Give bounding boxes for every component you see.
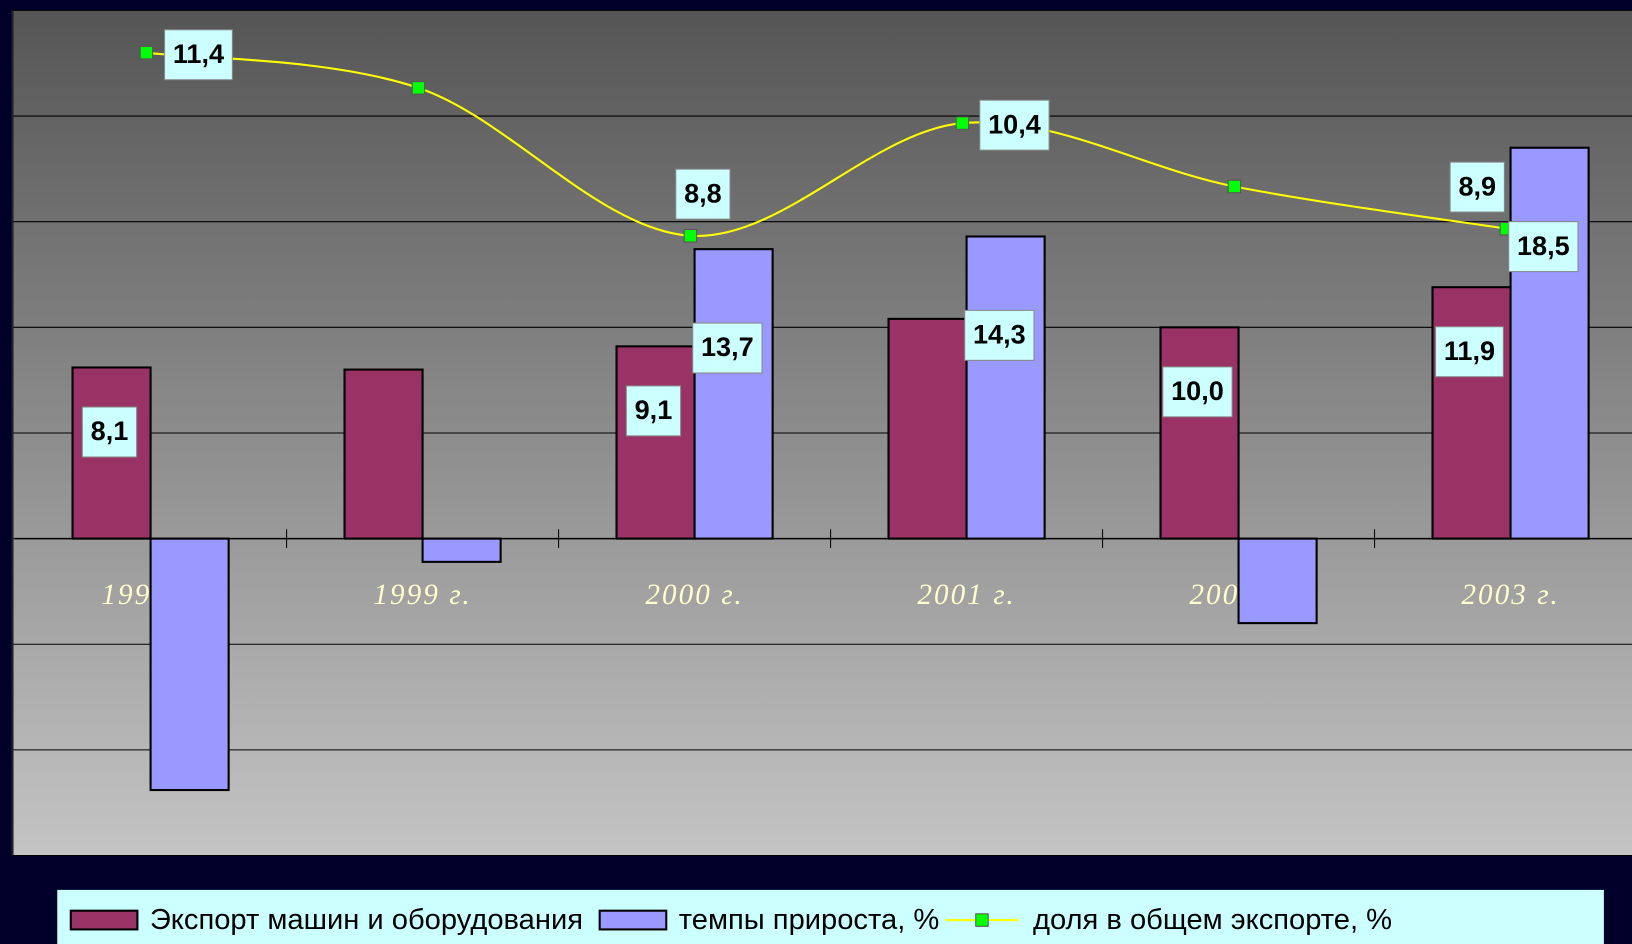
bar — [149, 537, 230, 792]
data-label: 11,4 — [164, 29, 233, 81]
data-label-box — [81, 406, 138, 458]
legend-box — [57, 889, 1604, 944]
line — [146, 51, 1507, 237]
bar — [1237, 537, 1318, 625]
x-tick-label: 2003 г. — [1461, 579, 1559, 611]
data-label: 10,4 — [979, 99, 1050, 151]
data-label: 11,9 — [1435, 326, 1504, 378]
bar — [421, 537, 502, 563]
legend-label: темпы прироста, % — [679, 904, 940, 936]
data-label-text: 13,7 — [701, 332, 754, 362]
legend-marker — [975, 913, 989, 927]
legend-swatch — [69, 909, 139, 931]
data-label-box — [625, 385, 682, 437]
bar — [343, 368, 424, 540]
data-label: 8,9 — [1449, 161, 1505, 213]
legend-swatch — [598, 909, 668, 931]
data-label-text: 11,4 — [173, 39, 224, 69]
data-label-text: 18,5 — [1517, 231, 1570, 261]
bar — [1159, 326, 1240, 540]
data-label-text: 14,3 — [973, 320, 1026, 350]
data-label-text: 11,9 — [1444, 336, 1495, 366]
data-label-box — [1435, 326, 1504, 378]
data-label: 9,1 — [625, 385, 682, 437]
legend-label: доля в общем экспорте, % — [1033, 904, 1392, 936]
x-tick-label: 2001 г. — [917, 579, 1015, 611]
data-label-box — [164, 29, 233, 81]
legend: Экспорт машин и оборудования темпы прирос… — [57, 889, 1604, 944]
data-label-box — [692, 322, 763, 374]
data-label-text: 10,4 — [988, 109, 1041, 139]
data-label-box — [1162, 366, 1233, 418]
marker — [1227, 179, 1242, 194]
bar — [615, 345, 696, 540]
legend-label: Экспорт машин и оборудования — [150, 904, 583, 936]
x-tick-label: 2000 г. — [645, 579, 743, 611]
bar — [1431, 286, 1512, 540]
data-label-box — [1508, 221, 1579, 273]
bar — [1509, 146, 1590, 540]
data-label-text: 8,9 — [1458, 171, 1496, 201]
data-label-box — [964, 309, 1035, 361]
marker — [411, 81, 426, 95]
data-label-box — [1449, 161, 1505, 213]
data-label: 10,0 — [1162, 366, 1233, 418]
data-label-box — [979, 99, 1050, 151]
data-label: 18,5 — [1508, 221, 1579, 273]
data-label-text: 8,1 — [91, 416, 129, 446]
data-label: 13,7 — [692, 322, 763, 374]
x-tick-label: 1999 г. — [373, 579, 471, 611]
bar — [965, 235, 1046, 540]
marker — [683, 229, 698, 243]
marker — [955, 116, 970, 130]
data-label: 8,1 — [81, 406, 138, 458]
data-label-text: 9,1 — [635, 395, 673, 425]
data-label: 14,3 — [964, 309, 1035, 361]
data-label-box — [675, 168, 731, 220]
data-label-text: 8,8 — [684, 178, 722, 208]
marker — [139, 45, 154, 60]
bar — [887, 317, 968, 540]
data-label-text: 10,0 — [1171, 376, 1224, 406]
data-label: 8,8 — [675, 168, 731, 220]
bar — [693, 248, 774, 540]
